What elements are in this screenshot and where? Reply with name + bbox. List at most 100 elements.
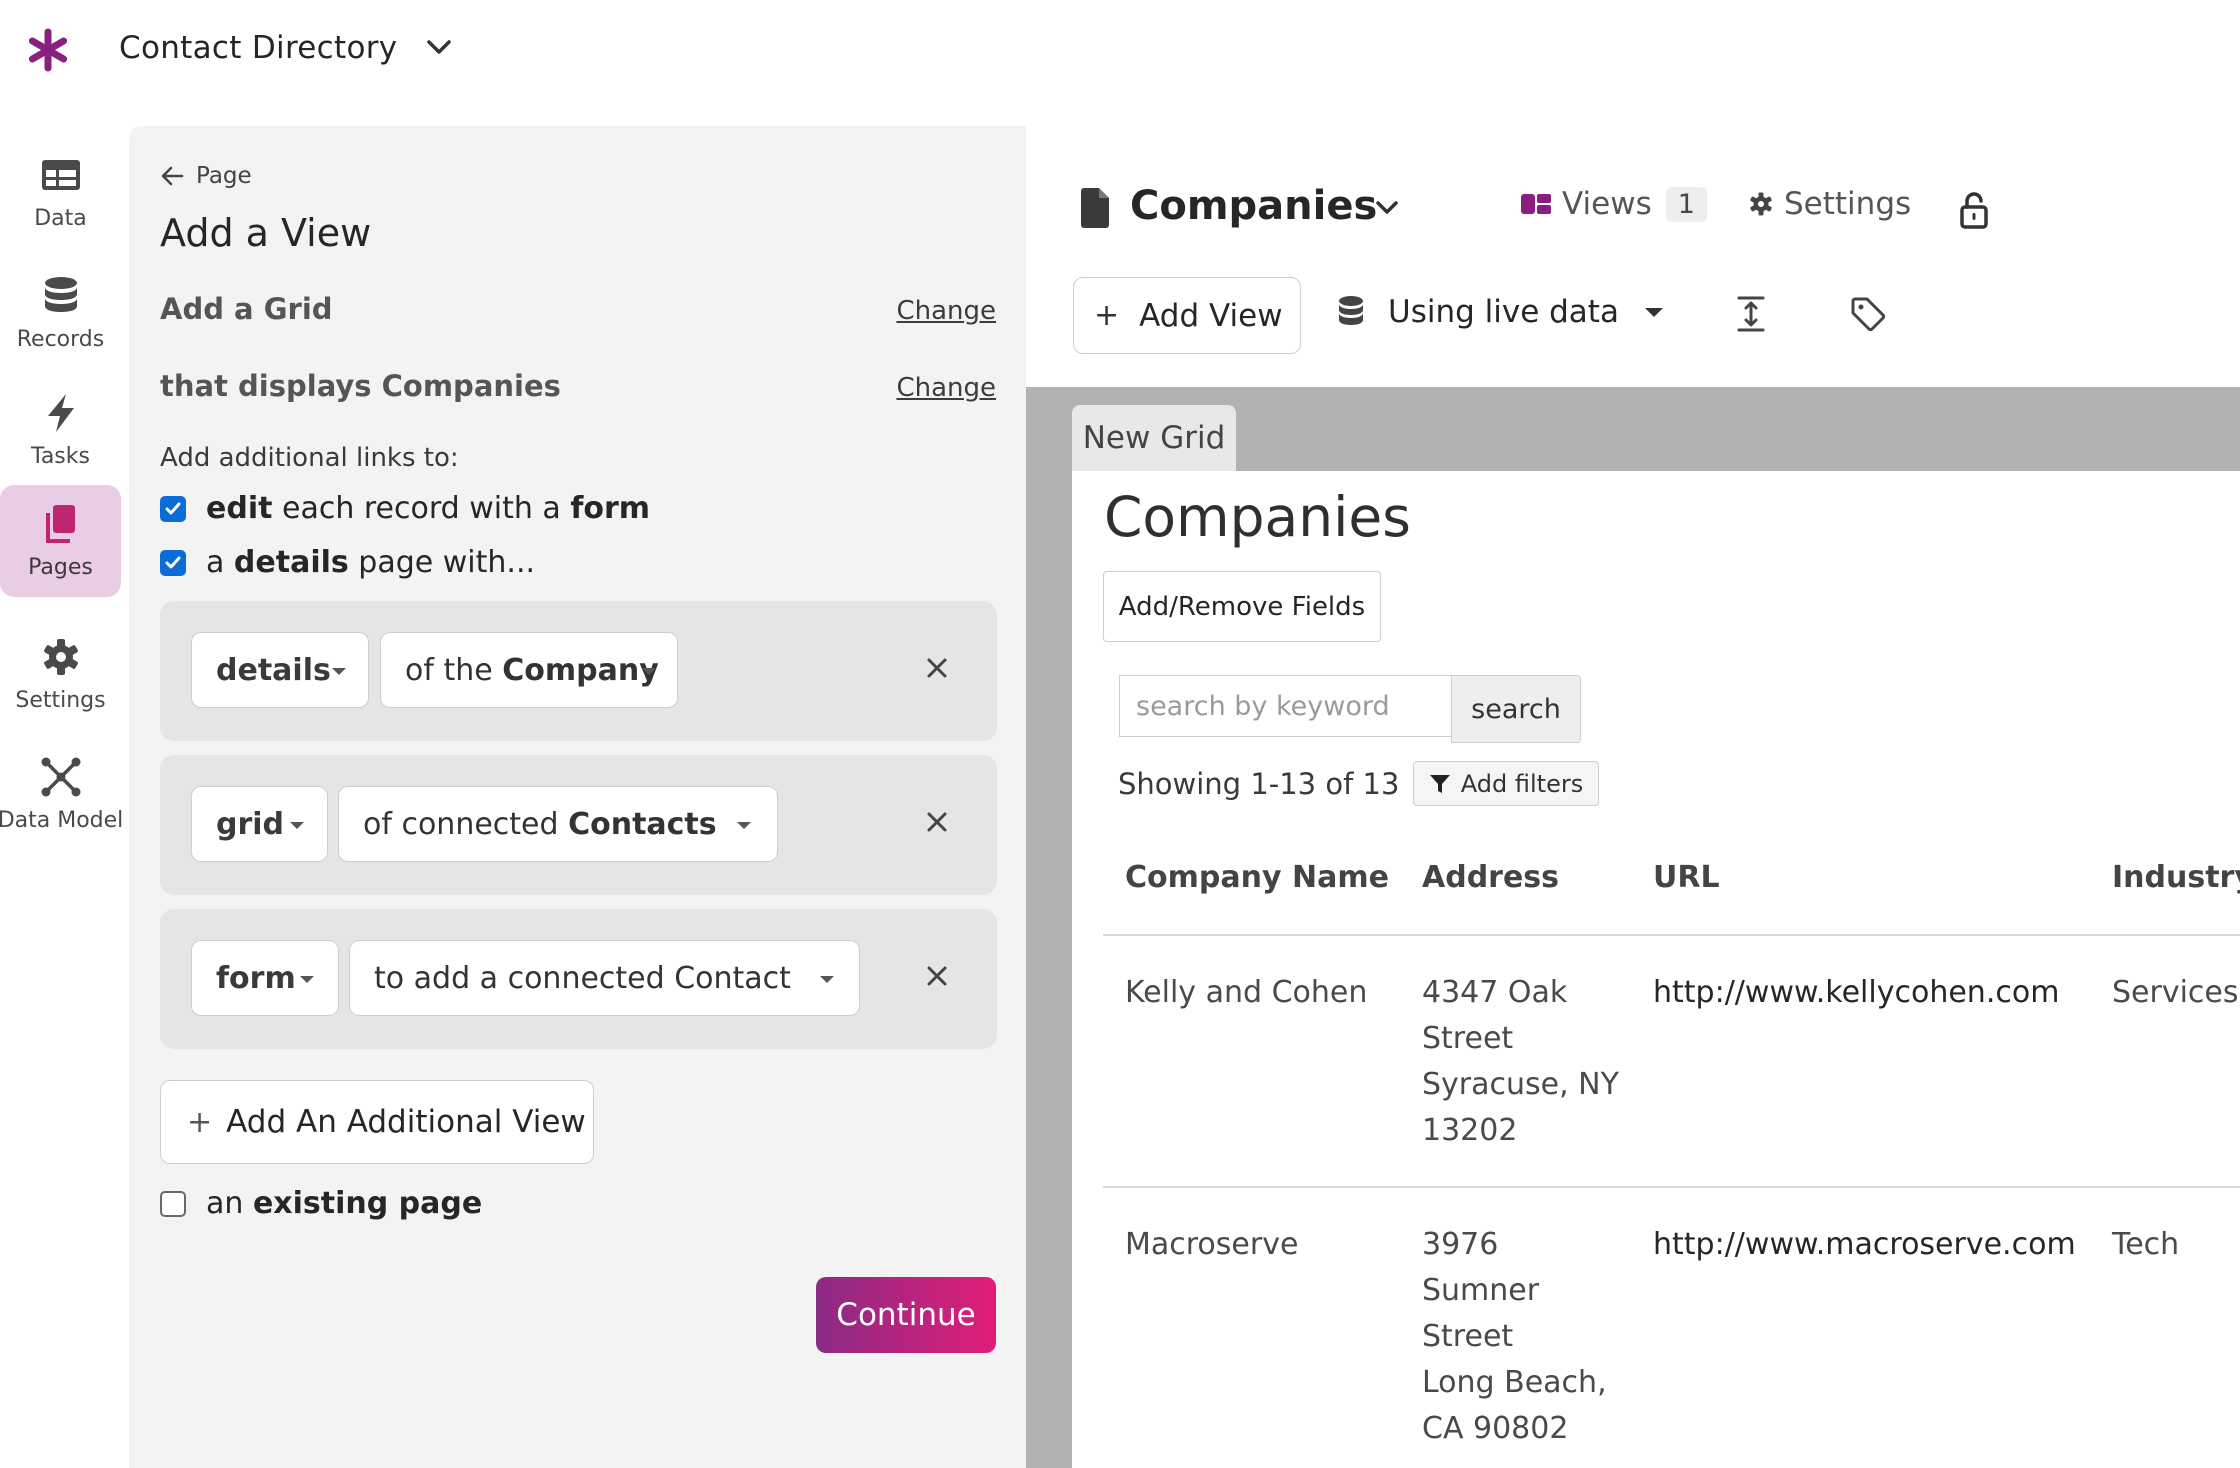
nav-label: Data [34, 205, 87, 231]
asterisk-logo-icon[interactable] [24, 26, 72, 74]
details-page-checkbox[interactable] [160, 549, 186, 576]
page-settings-button[interactable]: Settings [1748, 186, 1911, 222]
add-view-button[interactable]: + Add View [1073, 277, 1301, 354]
cell-address: 3976 Sumner Street Long Beach, CA 90802 [1422, 1222, 1607, 1452]
close-icon[interactable] [922, 653, 952, 683]
cell-url[interactable]: http://www.kellycohen.com [1653, 975, 2060, 1010]
column-header[interactable]: Address [1422, 860, 1560, 895]
lock-open-icon[interactable] [1958, 190, 1990, 230]
nav-item-settings[interactable]: Settings [0, 618, 121, 730]
caret-down-icon [820, 976, 834, 983]
option-keyword: existing page [252, 1186, 483, 1221]
pages-icon [45, 504, 75, 543]
address-line: 4347 Oak [1422, 975, 1568, 1010]
check-icon [165, 556, 181, 568]
plus-icon: + [1094, 298, 1120, 333]
nav-label: Records [16, 326, 105, 352]
back-link[interactable]: Page [160, 163, 252, 189]
lightning-icon [47, 393, 74, 432]
continue-button[interactable]: Continue [816, 1277, 996, 1353]
link-edit-option[interactable]: edit each record with a form [160, 491, 650, 526]
view-source-prefix: of the [405, 652, 503, 688]
chevron-down-icon[interactable] [424, 36, 454, 58]
detail-view-card: details of the Company [160, 601, 997, 741]
view-type-select[interactable]: details [191, 632, 369, 708]
nav-item-tasks[interactable]: Tasks [0, 374, 121, 486]
view-type-value: grid [216, 806, 285, 842]
edit-form-checkbox[interactable] [160, 495, 186, 522]
panel-title: Add a View [160, 211, 372, 255]
view-source-target: Contact [674, 960, 791, 996]
views-button[interactable]: Views 1 [1520, 186, 1707, 222]
change-source-link[interactable]: Change [896, 373, 996, 403]
link-details-option[interactable]: a details page with... [160, 545, 535, 580]
change-view-type-link[interactable]: Change [896, 296, 996, 326]
option-keyword: edit [206, 491, 273, 526]
chevron-down-icon[interactable] [1373, 198, 1401, 218]
nav-label: Data Model [0, 807, 124, 833]
column-header[interactable]: URL [1653, 860, 1720, 895]
grid-title: Companies [1104, 485, 1411, 549]
nav-label: Pages [28, 554, 93, 580]
cell-company-name: Macroserve [1125, 1227, 1299, 1262]
record-count: Showing 1-13 of 13 [1118, 767, 1400, 801]
table-icon [41, 159, 80, 190]
back-link-label: Page [196, 163, 252, 189]
detail-view-card: form to add a connected Contact [160, 909, 997, 1049]
views-count-badge: 1 [1665, 186, 1707, 222]
address-line: CA 90802 [1422, 1411, 1569, 1446]
caret-down-icon [300, 976, 314, 983]
add-additional-view-label: Add An Additional View [226, 1104, 586, 1140]
add-additional-view-button[interactable]: + Add An Additional View [160, 1080, 594, 1164]
add-remove-fields-button[interactable]: Add/Remove Fields [1103, 571, 1381, 642]
nav-label: Settings [15, 687, 106, 713]
step-source: that displays Companies [160, 369, 561, 403]
caret-down-icon [290, 822, 304, 829]
app-title[interactable]: Contact Directory [119, 30, 398, 66]
add-filters-button[interactable]: Add filters [1413, 761, 1599, 806]
data-source-label: Using live data [1388, 294, 1619, 330]
data-source-toggle[interactable]: Using live data [1336, 294, 1663, 330]
nav-item-data[interactable]: Data [0, 136, 121, 248]
page-icon [1081, 188, 1109, 228]
search-input[interactable]: search by keyword [1119, 675, 1451, 737]
address-line: Sumner [1422, 1273, 1540, 1308]
view-source-target: Company [502, 652, 659, 688]
network-icon [41, 757, 80, 796]
nav-item-pages[interactable]: Pages [0, 485, 121, 597]
close-icon[interactable] [922, 961, 952, 991]
filter-icon [1429, 774, 1450, 793]
option-keyword: details [233, 545, 349, 580]
view-source-target: Contacts [568, 806, 717, 842]
nav-item-data-model[interactable]: Data Model [0, 738, 124, 850]
database-icon [44, 276, 77, 312]
column-header[interactable]: Company Name [1125, 860, 1389, 895]
option-text: each record with a [272, 491, 571, 526]
search-button[interactable]: search [1451, 675, 1581, 743]
expand-height-icon[interactable] [1736, 295, 1766, 333]
address-line: Street [1422, 1319, 1514, 1354]
caret-down-icon [642, 668, 656, 675]
view-type-select[interactable]: form [191, 940, 339, 1016]
existing-page-checkbox[interactable] [160, 1190, 186, 1217]
caret-down-icon [1644, 307, 1663, 317]
existing-page-option[interactable]: an existing page [160, 1186, 482, 1221]
close-icon[interactable] [922, 807, 952, 837]
page-name[interactable]: Companies [1130, 183, 1378, 229]
view-source-select[interactable]: of connected Contacts [338, 786, 778, 862]
database-icon [1339, 296, 1363, 325]
tag-icon[interactable] [1850, 296, 1886, 332]
column-header[interactable]: Industry [2112, 860, 2240, 895]
view-source-prefix: to add a connected [374, 960, 675, 996]
add-view-label: Add View [1139, 297, 1283, 334]
view-tab[interactable]: New Grid [1072, 405, 1236, 471]
view-source-select[interactable]: to add a connected Contact [349, 940, 860, 1016]
cell-url[interactable]: http://www.macroserve.com [1653, 1227, 2076, 1262]
table-divider [1103, 1186, 2240, 1188]
detail-view-card: grid of connected Contacts [160, 755, 997, 895]
view-source-select[interactable]: of the Company [380, 632, 678, 708]
address-line: 3976 [1422, 1227, 1499, 1262]
nav-item-records[interactable]: Records [0, 257, 121, 369]
view-type-select[interactable]: grid [191, 786, 328, 862]
views-label: Views [1562, 186, 1652, 222]
